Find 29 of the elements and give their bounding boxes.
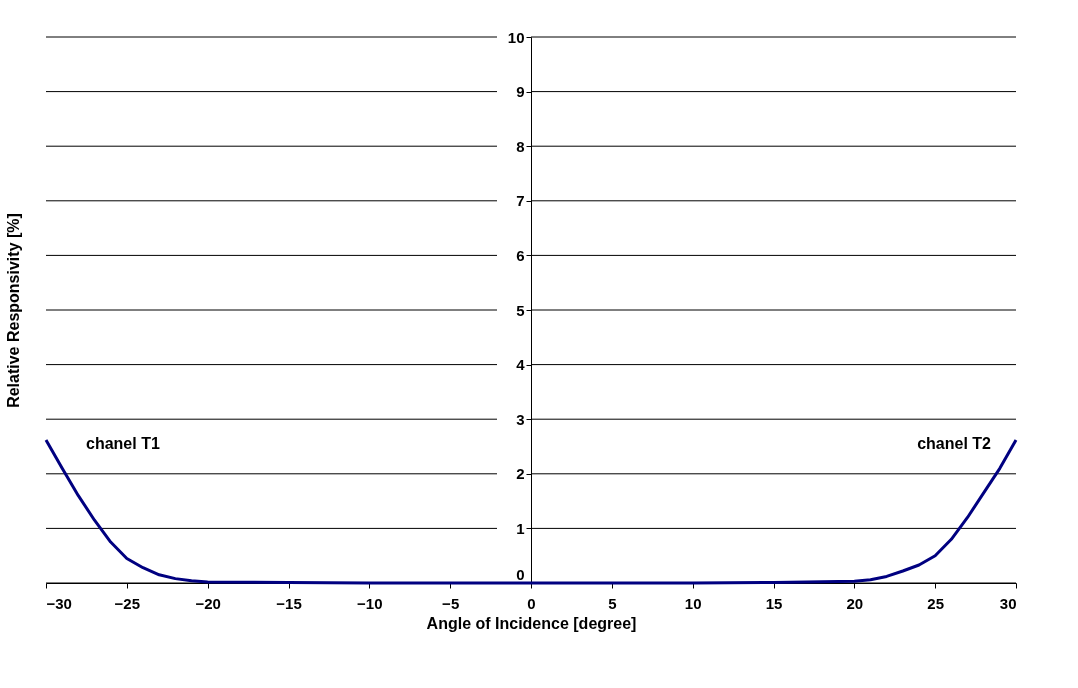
annotation: chanel T1 xyxy=(86,434,160,452)
y-tick-label: 1 xyxy=(516,519,525,537)
line-series xyxy=(44,438,1018,585)
x-tick-label: 15 xyxy=(765,594,783,612)
y-tick-label: 5 xyxy=(516,301,525,319)
x-tick-label: 5 xyxy=(608,594,617,612)
x-tick-label: 10 xyxy=(684,594,702,612)
x-tick-label: 30 xyxy=(999,594,1017,612)
y-tick-label: 4 xyxy=(516,356,526,374)
x-tick-label: −25 xyxy=(114,594,141,612)
x-tick-label: −5 xyxy=(442,594,460,612)
y-tick-label: 9 xyxy=(516,83,525,101)
x-tick-label: −20 xyxy=(195,594,221,612)
y-tick-label: 8 xyxy=(516,137,525,155)
y-tick-label: 6 xyxy=(516,246,525,264)
x-tick-label: 25 xyxy=(927,594,945,612)
y-tick-label: 3 xyxy=(516,410,525,428)
x-tick-label: −10 xyxy=(357,594,383,612)
x-tick-label: 0 xyxy=(527,594,536,612)
y-tick-label: 0 xyxy=(516,565,525,583)
x-axis-title: Angle of Incidence [degree] xyxy=(426,614,637,632)
x-tick-label: 20 xyxy=(846,594,864,612)
annotation: chanel T2 xyxy=(917,434,992,452)
y-axis-title: Relative Responsivity [%] xyxy=(4,213,22,408)
y-tick-label: 2 xyxy=(516,465,525,483)
y-tick-label: 7 xyxy=(516,192,525,210)
y-tick-label: 10 xyxy=(507,28,525,46)
x-tick-label: −30 xyxy=(46,594,72,612)
x-tick-label: −15 xyxy=(276,594,302,612)
